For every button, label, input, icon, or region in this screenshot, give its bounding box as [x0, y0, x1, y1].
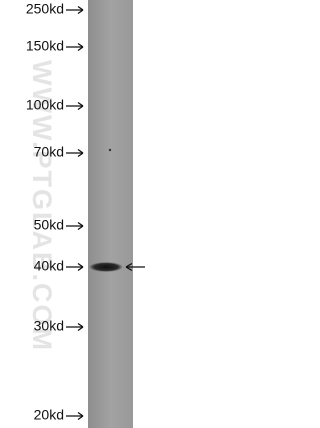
marker-label: 40kd	[34, 258, 64, 274]
protein-band	[89, 262, 123, 272]
marker-label: 30kd	[34, 318, 64, 334]
marker-label: 20kd	[34, 407, 64, 423]
speck	[108, 148, 112, 152]
marker-arrow	[66, 101, 84, 111]
marker-arrow	[66, 148, 84, 158]
marker-arrow	[66, 42, 84, 52]
marker-arrow	[66, 221, 84, 231]
watermark: WWW.PTGLAB.COM	[27, 60, 57, 352]
marker-label: 150kd	[26, 38, 64, 54]
marker-arrow	[66, 411, 84, 421]
marker-label: 70kd	[34, 144, 64, 160]
marker-label: 50kd	[34, 217, 64, 233]
marker-label: 250kd	[26, 1, 64, 17]
marker-label: 100kd	[26, 97, 64, 113]
blot-figure: WWW.PTGLAB.COM 250kd 150kd 100kd 70kd 50kd 40…	[26, 0, 145, 428]
marker-arrow	[66, 5, 84, 15]
gel-lane	[88, 0, 133, 428]
marker-arrow	[66, 322, 84, 332]
band-arrow	[125, 262, 145, 272]
marker-arrow	[66, 262, 84, 272]
